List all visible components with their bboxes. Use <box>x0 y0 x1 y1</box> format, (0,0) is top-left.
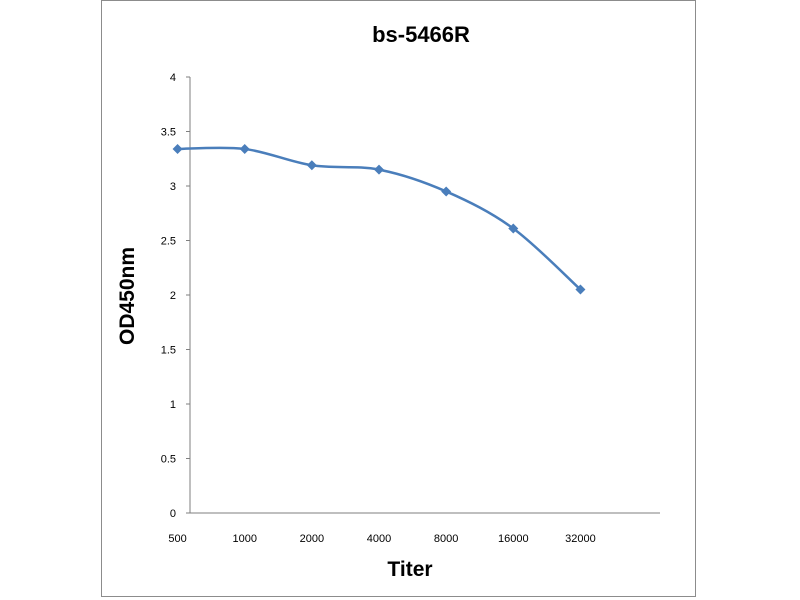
x-tick-label: 4000 <box>367 533 391 545</box>
chart-frame <box>101 0 696 597</box>
y-tick-label: 1 <box>170 399 176 411</box>
x-tick-label: 2000 <box>300 533 324 545</box>
data-point-marker <box>575 284 586 295</box>
x-tick-label: 8000 <box>434 533 458 545</box>
y-tick-label: 0 <box>170 508 176 520</box>
y-tick-label: 4 <box>170 72 176 84</box>
y-axis-title: OD450nm <box>116 247 139 345</box>
x-axis-title: Titer <box>387 558 432 581</box>
data-point-marker <box>306 160 317 171</box>
x-tick-label: 500 <box>168 533 186 545</box>
x-tick-label: 1000 <box>232 533 256 545</box>
data-point-marker <box>508 223 519 234</box>
data-point-marker <box>239 143 250 154</box>
data-point-marker <box>172 143 183 154</box>
x-tick-label: 16000 <box>498 533 529 545</box>
y-tick-label: 2 <box>170 290 176 302</box>
y-tick-label: 2.5 <box>161 236 176 248</box>
chart-title: bs-5466R <box>372 22 470 47</box>
data-point-marker <box>374 164 384 175</box>
data-point-marker <box>441 186 452 197</box>
y-tick-label: 3 <box>170 181 176 193</box>
y-tick-label: 3.5 <box>161 127 176 139</box>
y-tick-label: 0.5 <box>161 454 176 466</box>
y-tick-label: 1.5 <box>161 345 176 357</box>
x-tick-label: 32000 <box>565 533 596 545</box>
